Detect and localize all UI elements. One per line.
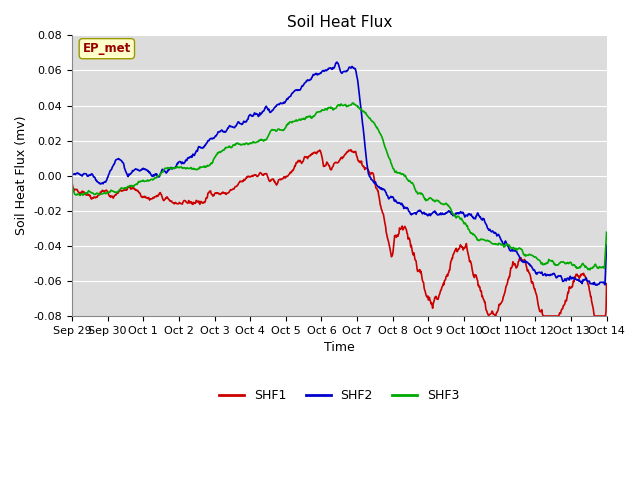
SHF3 (495, 240, 503, 246)
SHF2 (436, 211, 444, 216)
SHF3 (123, 185, 131, 191)
SHF1 (303, 156, 311, 161)
Y-axis label: Soil Heat Flux (mv): Soil Heat Flux (mv) (15, 116, 28, 235)
Line: SHF3: SHF3 (72, 103, 607, 270)
X-axis label: Time: Time (324, 341, 355, 354)
SHF2 (68, 172, 76, 178)
Line: SHF1: SHF1 (72, 150, 607, 316)
SHF2 (486, 227, 493, 232)
SHF1 (347, 147, 355, 153)
SHF3 (436, 199, 444, 205)
SHF2 (284, 95, 292, 101)
Title: Soil Heat Flux: Soil Heat Flux (287, 15, 392, 30)
SHF3 (303, 114, 311, 120)
SHF1 (123, 187, 131, 193)
SHF1 (603, 281, 611, 287)
Line: SHF2: SHF2 (72, 62, 607, 285)
SHF2 (333, 59, 340, 65)
SHF3 (486, 239, 493, 244)
SHF3 (586, 267, 594, 273)
Legend: SHF1, SHF2, SHF3: SHF1, SHF2, SHF3 (214, 384, 464, 407)
Text: EP_met: EP_met (83, 42, 131, 55)
SHF3 (603, 229, 611, 235)
SHF1 (284, 173, 292, 179)
SHF2 (603, 242, 611, 248)
SHF3 (349, 100, 357, 106)
SHF1 (496, 302, 504, 308)
SHF1 (492, 313, 499, 319)
SHF2 (495, 232, 503, 238)
SHF1 (486, 312, 493, 318)
SHF3 (68, 183, 76, 189)
SHF2 (303, 78, 311, 84)
SHF2 (123, 170, 131, 176)
SHF1 (68, 181, 76, 187)
SHF2 (592, 282, 600, 288)
SHF1 (436, 291, 444, 297)
SHF3 (284, 120, 292, 126)
